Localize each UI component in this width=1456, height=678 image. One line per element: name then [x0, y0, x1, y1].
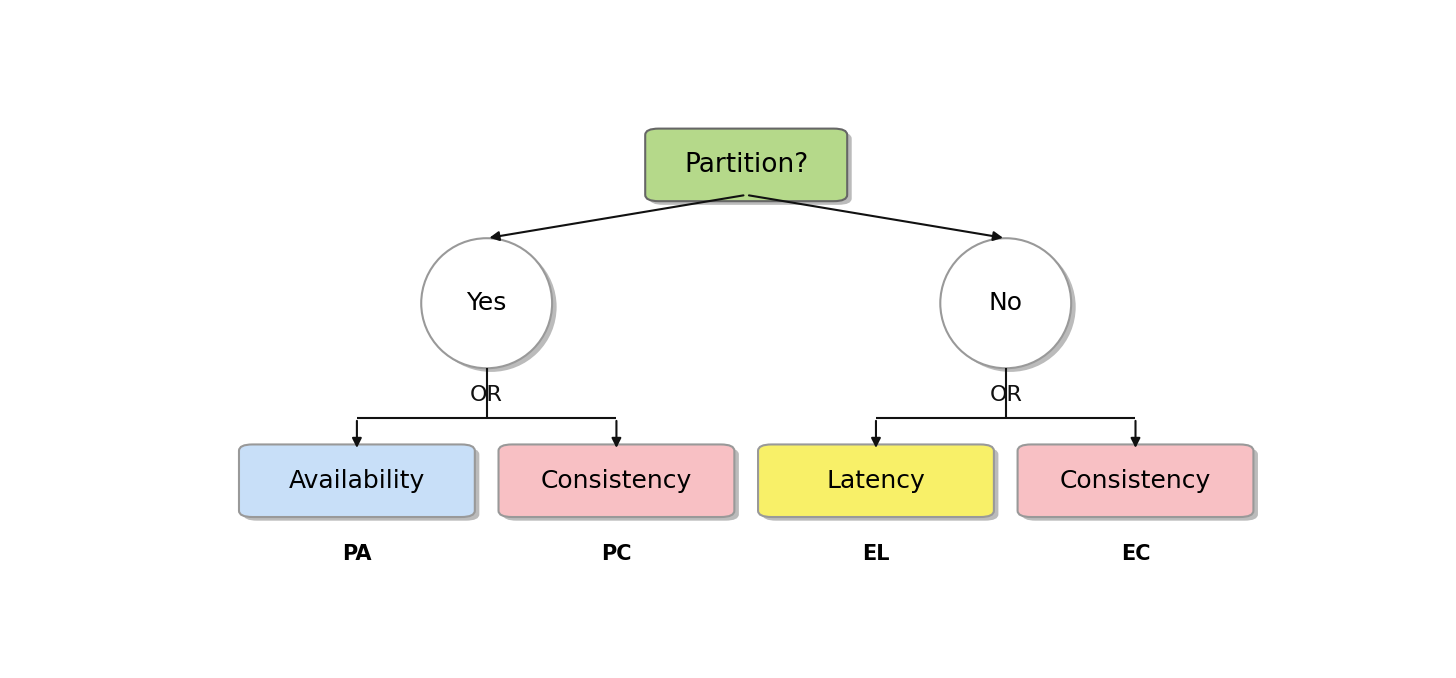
FancyBboxPatch shape: [1022, 448, 1258, 521]
FancyBboxPatch shape: [649, 132, 852, 205]
FancyBboxPatch shape: [759, 445, 994, 517]
Text: Yes: Yes: [466, 292, 507, 315]
Text: PA: PA: [342, 544, 371, 564]
FancyBboxPatch shape: [645, 129, 847, 201]
FancyBboxPatch shape: [763, 448, 999, 521]
Text: Partition?: Partition?: [684, 152, 808, 178]
Ellipse shape: [421, 238, 552, 368]
FancyBboxPatch shape: [1018, 445, 1254, 517]
Text: Consistency: Consistency: [540, 468, 692, 493]
Text: Latency: Latency: [827, 468, 926, 493]
Text: PC: PC: [601, 544, 632, 564]
Ellipse shape: [945, 242, 1076, 372]
FancyBboxPatch shape: [243, 448, 479, 521]
Text: EC: EC: [1121, 544, 1150, 564]
FancyBboxPatch shape: [239, 445, 475, 517]
Ellipse shape: [941, 238, 1072, 368]
Text: No: No: [989, 292, 1022, 315]
Text: Consistency: Consistency: [1060, 468, 1211, 493]
Ellipse shape: [425, 242, 556, 372]
Text: Availability: Availability: [288, 468, 425, 493]
FancyBboxPatch shape: [498, 445, 734, 517]
Text: OR: OR: [989, 384, 1022, 405]
FancyBboxPatch shape: [502, 448, 738, 521]
Text: EL: EL: [862, 544, 890, 564]
Text: OR: OR: [470, 384, 504, 405]
